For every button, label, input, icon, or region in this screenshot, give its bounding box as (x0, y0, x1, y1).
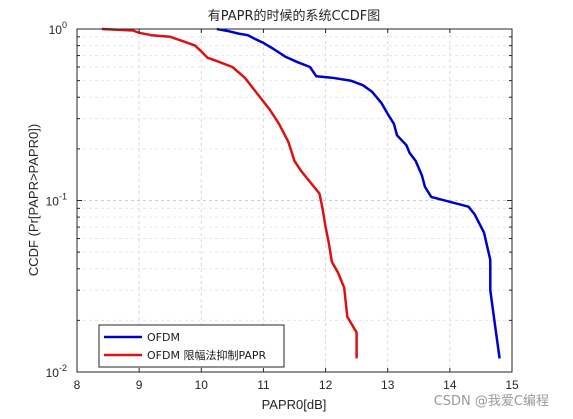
x-tick-label: 14 (443, 378, 457, 392)
x-tick-label: 10 (195, 378, 209, 392)
legend: OFDM OFDM 限幅法抑制PAPR (98, 324, 285, 368)
series-line-clipping (101, 27, 358, 359)
legend-label-ofdm: OFDM (147, 331, 180, 344)
x-axis-ticks: 8 9 10 11 12 13 14 15 (74, 29, 519, 392)
x-tick-label: 11 (257, 378, 270, 392)
x-tick-label: 13 (381, 378, 395, 392)
series-layer (101, 27, 501, 359)
y-axis-ticks: 100 10-1 10-2 (46, 20, 512, 380)
watermark: CSDN @我爱C编程 (433, 394, 549, 409)
y-tick-label: 10-1 (46, 192, 67, 209)
x-tick-label: 12 (319, 378, 333, 392)
x-tick-label: 15 (505, 378, 519, 392)
x-tick-label: 8 (74, 378, 81, 392)
legend-label-clipping: OFDM 限幅法抑制PAPR (147, 348, 267, 362)
grid (76, 29, 513, 372)
x-tick-label: 9 (136, 378, 143, 392)
y-tick-label: 10-2 (46, 363, 67, 380)
legend-box (98, 324, 285, 368)
y-tick-label: 100 (49, 20, 67, 37)
chart-title: 有PAPR的时候的系统CCDF图 (208, 8, 380, 24)
series-line-ofdm (216, 27, 501, 359)
y-axis-label: CCDF (Pr[PAPR>PAPR0]) (26, 124, 41, 276)
x-axis-label: PAPR0[dB] (262, 397, 327, 412)
